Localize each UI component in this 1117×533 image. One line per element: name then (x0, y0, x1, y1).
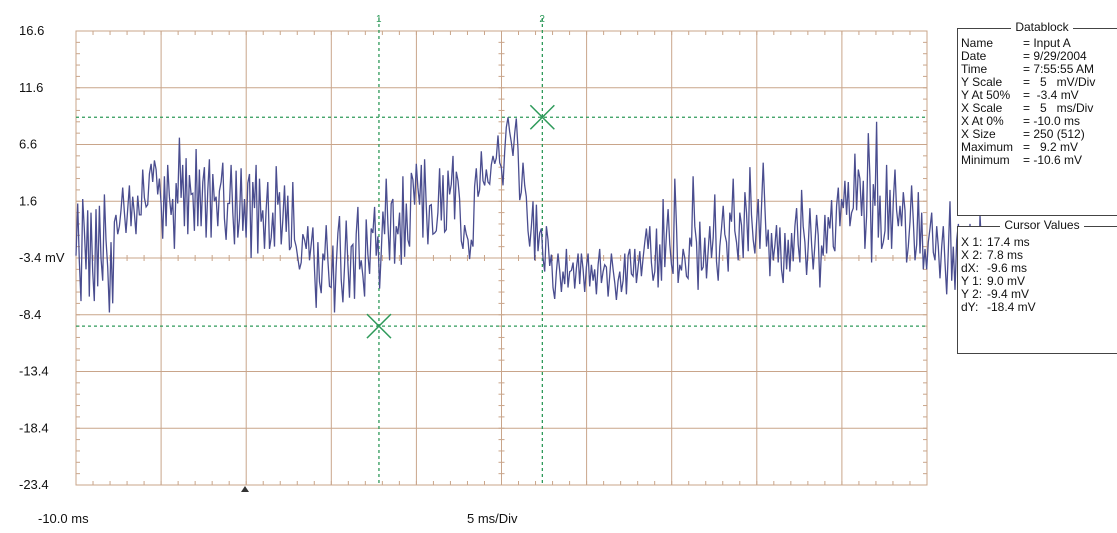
panel-row-key: Name (961, 36, 994, 50)
panel-row-key: X 1: (961, 235, 983, 249)
panel-row: Y Scale = 5 mV/Div (961, 76, 1117, 89)
minor-ticks (75, 30, 928, 486)
panel-row: Minimum = -10.6 mV (961, 154, 1117, 167)
y-tick-label: -3.4 mV (19, 250, 65, 265)
panel-row-key: X 2: (961, 248, 983, 262)
panel-row: Maximum = 9.2 mV (961, 141, 1117, 154)
panel-row-value: = -3.4 mV (1023, 88, 1079, 102)
panel-row-value: = 9/29/2004 (1023, 49, 1087, 63)
cursor-values-title: Cursor Values (1000, 218, 1084, 232)
panel-row-key: Y Scale (961, 75, 1003, 89)
cursor-id-label: 1 (376, 14, 382, 25)
y-tick-label: -18.4 (19, 420, 49, 435)
panel-row: Time = 7:55:55 AM (961, 63, 1117, 76)
y-tick-label: -23.4 (19, 477, 49, 492)
y-tick-label: 1.6 (19, 193, 37, 208)
panel-row-key: Time (961, 62, 988, 76)
cursor-cross-marker[interactable] (529, 104, 555, 130)
panel-row-value: = Input A (1023, 36, 1071, 50)
panel-row-value: = 5 ms/Div (1023, 101, 1094, 115)
y-tick-label: 11.6 (19, 80, 43, 95)
datablock-rows: Name = Input A Date = 9/29/2004 Time = 7:55:5… (961, 37, 1117, 167)
y-tick-label: 6.6 (19, 137, 37, 152)
panel-row-key: X Scale (961, 101, 1003, 115)
panel-row-key: Minimum (961, 153, 1010, 167)
datablock-panel: Datablock Name = Input A Date = 9/29/2004 Ti… (957, 20, 1117, 216)
trigger-marker (241, 486, 249, 492)
signal-trace (75, 117, 998, 320)
panel-row-key: X Size (961, 127, 996, 141)
panel-row-key: X At 0% (961, 114, 1004, 128)
panel-row-key: Date (961, 49, 987, 63)
y-axis-labels: 16.6 11.6 6.6 1.6 -3.4 mV -8.4 -13.4 -18.4 -23.4 (19, 23, 65, 492)
panel-row-key: Maximum (961, 140, 1014, 154)
panel-row: dX: -9.6 ms (961, 262, 1117, 275)
panel-row: X 1: 17.4 ms (961, 236, 1117, 249)
panel-row-key: Y 1: (961, 274, 983, 288)
panel-row-key: Y At 50% (961, 88, 1011, 102)
panel-row-value: = 250 (512) (1023, 127, 1085, 141)
cursor-cross-marker[interactable] (366, 313, 392, 339)
panel-row-value: -18.4 mV (987, 300, 1036, 314)
panel-row: Y 2: -9.4 mV (961, 288, 1117, 301)
panel-row: Name = Input A (961, 37, 1117, 50)
y-tick-label: -8.4 (19, 307, 41, 322)
x-axis-scale-label: 5 ms/Div (467, 511, 518, 526)
panel-row-value: = -10.0 ms (1023, 114, 1081, 128)
panel-row-value: = -10.6 mV (1023, 153, 1083, 167)
y-tick-label: 16.6 (19, 23, 44, 38)
x-axis-start-label: -10.0 ms (38, 511, 89, 526)
panel-row: Y 1: 9.0 mV (961, 275, 1117, 288)
panel-row-value: 17.4 ms (987, 235, 1030, 249)
cursor-lines[interactable] (76, 18, 927, 485)
panel-row-value: -9.4 mV (987, 287, 1030, 301)
panel-row-value: = 7:55:55 AM (1023, 62, 1095, 76)
panel-row: Date = 9/29/2004 (961, 50, 1117, 63)
panel-row-value: -9.6 ms (987, 261, 1028, 275)
panel-row: dY: -18.4 mV (961, 301, 1117, 314)
panel-row-value: 9.0 mV (987, 274, 1026, 288)
panel-row: X 2: 7.8 ms (961, 249, 1117, 262)
cursor-values-rows: X 1: 17.4 ms X 2: 7.8 ms dX: -9.6 ms Y 1: 9.0 m… (961, 236, 1117, 314)
panel-row: X At 0% = -10.0 ms (961, 115, 1117, 128)
panel-row-value: = 9.2 mV (1023, 140, 1079, 154)
panel-row: X Size = 250 (512) (961, 128, 1117, 141)
panel-row-value: 7.8 ms (987, 248, 1024, 262)
panel-row-key: dY: (961, 300, 979, 314)
cursor-values-panel: Cursor Values X 1: 17.4 ms X 2: 7.8 ms dX: -9… (957, 218, 1117, 354)
panel-row-value: = 5 mV/Div (1023, 75, 1096, 89)
y-tick-label: -13.4 (19, 364, 49, 379)
panel-row-key: dX: (961, 261, 980, 275)
cursor-id-label: 2 (539, 14, 545, 25)
panel-row: Y At 50% = -3.4 mV (961, 89, 1117, 102)
panel-row: X Scale = 5 ms/Div (961, 102, 1117, 115)
panel-row-key: Y 2: (961, 287, 983, 301)
datablock-title: Datablock (1011, 20, 1073, 34)
